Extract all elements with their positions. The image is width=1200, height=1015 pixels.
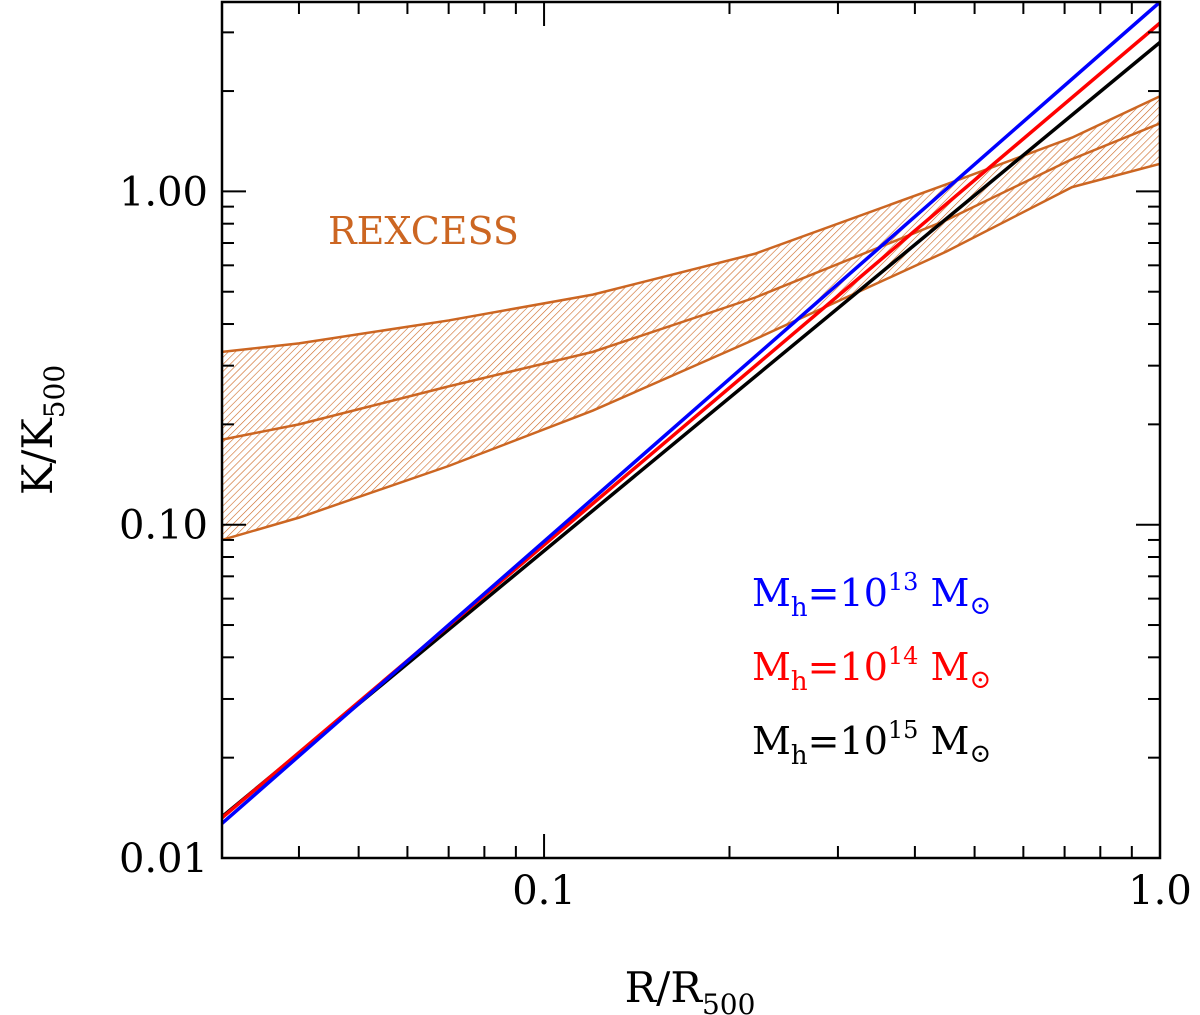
legend-entry-1: Mh=1013 M⊙ [752, 568, 991, 623]
band-lower-line [222, 162, 1160, 542]
legend-entry-2: Mh=1014 M⊙ [752, 642, 991, 697]
y-tick-label: 0.01 [119, 836, 208, 882]
y-tick-label: 0.10 [119, 503, 208, 549]
y-axis-title: K/K500 [13, 365, 71, 495]
band-upper-line [222, 95, 1160, 354]
y-tick-label: 1.00 [119, 169, 208, 215]
x-tick-label: 0.1 [512, 868, 576, 914]
rexcess-band [222, 95, 1160, 542]
plot-frame [220, 0, 1162, 860]
x-tick-label: 1.0 [1128, 868, 1192, 914]
legend-entry-3: Mh=1015 M⊙ [752, 716, 991, 771]
x-axis-title: R/R500 [625, 963, 756, 1015]
legend: Mh=1013 M⊙ Mh=1014 M⊙ Mh=1015 M⊙ [752, 568, 991, 771]
tick-labels: 0.1 1.0 0.01 0.10 1.00 [119, 169, 1192, 914]
model-lines [222, 2, 1160, 825]
band-label: REXCESS [328, 209, 519, 253]
series-line-1 [222, 2, 1160, 825]
band-median-line [222, 122, 1160, 441]
